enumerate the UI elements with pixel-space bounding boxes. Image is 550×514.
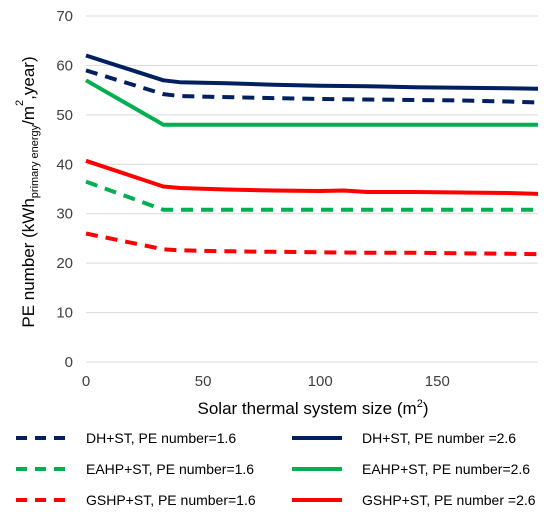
series-lines [85, 53, 539, 257]
gridlines [86, 15, 538, 314]
y-axis-title: PE number (kWhprimary energy/m2,year) [14, 56, 41, 327]
x-tick-label: 50 [195, 373, 212, 390]
y-tick-label: 0 [65, 354, 73, 371]
series-line-3 [85, 179, 538, 212]
series-line-4 [85, 78, 538, 127]
y-axis-title-part: PE number (kWh [19, 198, 38, 327]
x-tick-label: 150 [425, 373, 450, 390]
y-axis-title-part: /m [19, 106, 38, 125]
y-axis-title-part: 2 [14, 100, 26, 106]
legend-label: GSHP+ST, PE number =2.6 [362, 492, 536, 508]
legend-item: DH+ST, PE number=1.6 [16, 430, 236, 446]
y-tick-label: 40 [56, 156, 73, 173]
legend-item: EAHP+ST, PE number=2.6 [292, 461, 530, 477]
y-tick-label: 30 [56, 206, 73, 223]
x-tick-labels: 0 50 100 150 [82, 373, 450, 390]
series-line-5 [85, 231, 539, 257]
legend-label: DH+ST, PE number =2.6 [362, 430, 516, 446]
legend-label: EAHP+ST, PE number=2.6 [362, 461, 530, 477]
legend-item: GSHP+ST, PE number =2.6 [292, 492, 536, 508]
legend-label: GSHP+ST, PE number=1.6 [86, 492, 256, 508]
legend-item: GSHP+ST, PE number=1.6 [16, 492, 256, 508]
legend-label: DH+ST, PE number=1.6 [86, 430, 236, 446]
x-tick-label: 0 [82, 373, 90, 390]
y-tick-label: 50 [56, 107, 73, 124]
legend-item: EAHP+ST, PE number=1.6 [16, 461, 254, 477]
y-axis-title-part: primary energy [29, 124, 41, 198]
y-axis-title-part: ,year) [19, 56, 38, 99]
legend: DH+ST, PE number=1.6 DH+ST, PE number =2.… [16, 430, 536, 508]
y-tick-labels: 0 10 20 30 40 50 60 70 [56, 8, 73, 371]
x-tick-label: 100 [308, 373, 333, 390]
y-tick-label: 10 [56, 305, 73, 322]
y-tick-label: 60 [56, 57, 73, 74]
legend-item: DH+ST, PE number =2.6 [292, 430, 516, 446]
x-axis-title: Solar thermal system size (m2) [198, 398, 429, 418]
series-line-1 [85, 68, 539, 105]
series-line-2 [85, 53, 539, 91]
legend-label: EAHP+ST, PE number=1.6 [86, 461, 254, 477]
y-tick-label: 70 [56, 8, 73, 25]
y-tick-label: 20 [56, 255, 73, 272]
series-line-6 [85, 158, 539, 196]
